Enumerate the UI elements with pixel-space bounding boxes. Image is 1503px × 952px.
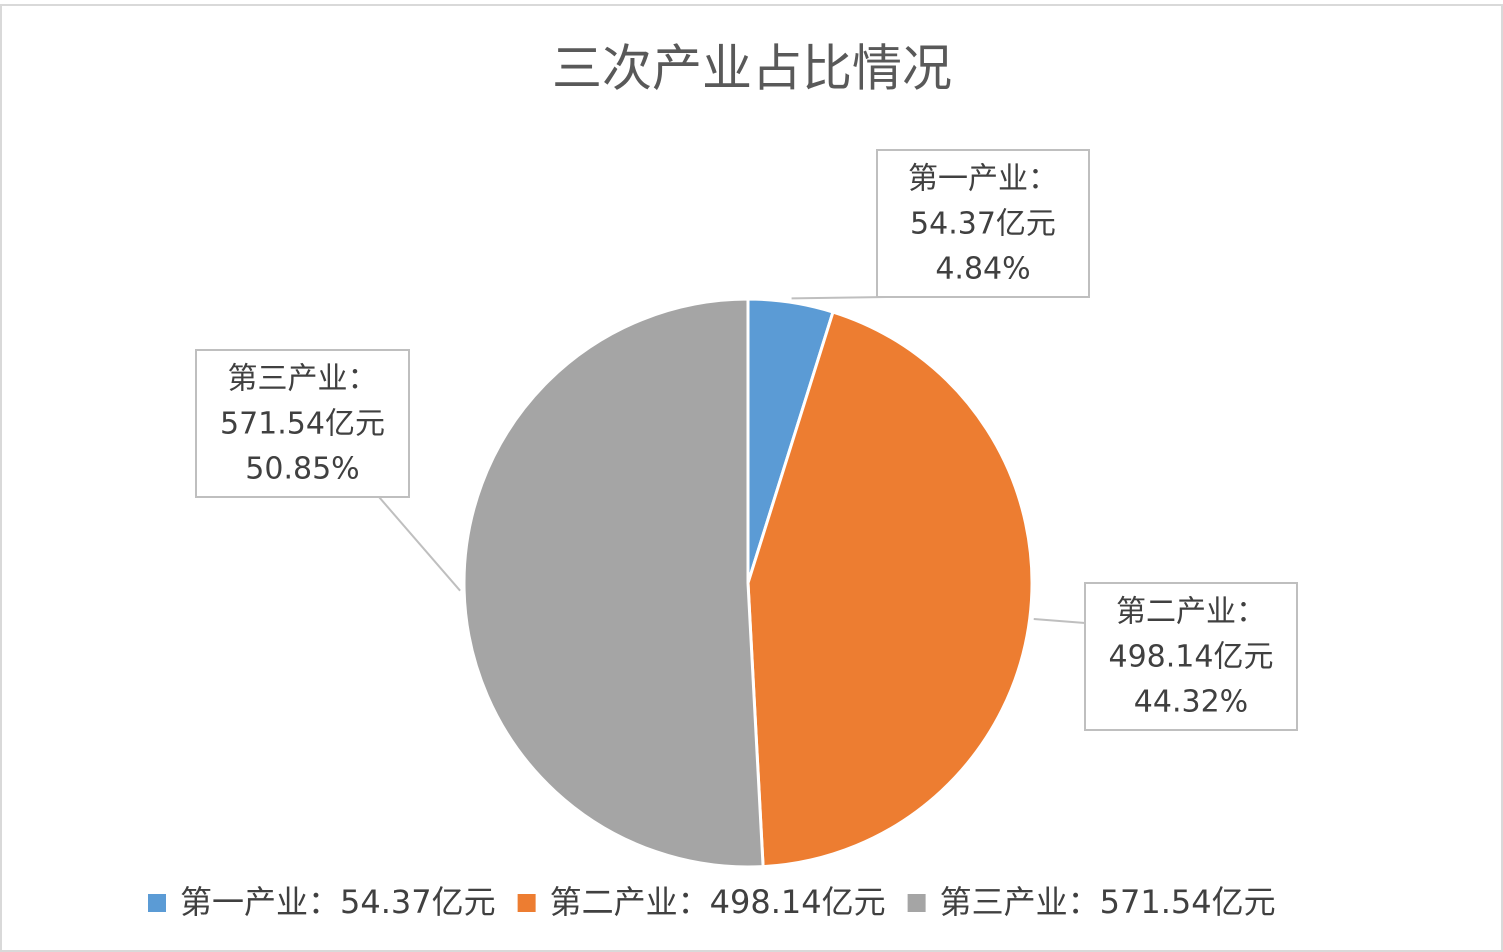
legend-swatch [148, 894, 166, 912]
leader-line [378, 496, 461, 592]
legend-label: 第一产业：54.37亿元 [180, 883, 496, 921]
data-label-name: 第三产业： [228, 362, 378, 397]
legend-label: 第三产业：571.54亿元 [940, 883, 1276, 921]
data-label-percent: 44.32% [1134, 685, 1248, 720]
data-label-box [876, 149, 1090, 298]
pie-slice [462, 297, 765, 869]
legend-swatch [907, 894, 926, 912]
data-label-percent: 4.84% [935, 252, 1030, 287]
legend-label: 第二产业：498.14亿元 [550, 883, 886, 921]
legend-swatch [517, 894, 536, 912]
data-label-value: 498.14亿元 [1109, 640, 1274, 675]
leader-line [791, 296, 888, 300]
data-label-box [195, 349, 410, 498]
data-label-name: 第一产业： [908, 162, 1058, 197]
data-label-value: 54.37亿元 [910, 207, 1056, 242]
data-label-percent: 50.85% [245, 452, 359, 487]
chart-title: 三次产业占比情况 [552, 40, 952, 98]
data-label-value: 571.54亿元 [220, 407, 385, 442]
leader-line [1033, 618, 1086, 624]
data-label-box [1084, 582, 1298, 731]
pie-slice [746, 310, 1034, 869]
data-label-name: 第二产业： [1116, 595, 1266, 630]
